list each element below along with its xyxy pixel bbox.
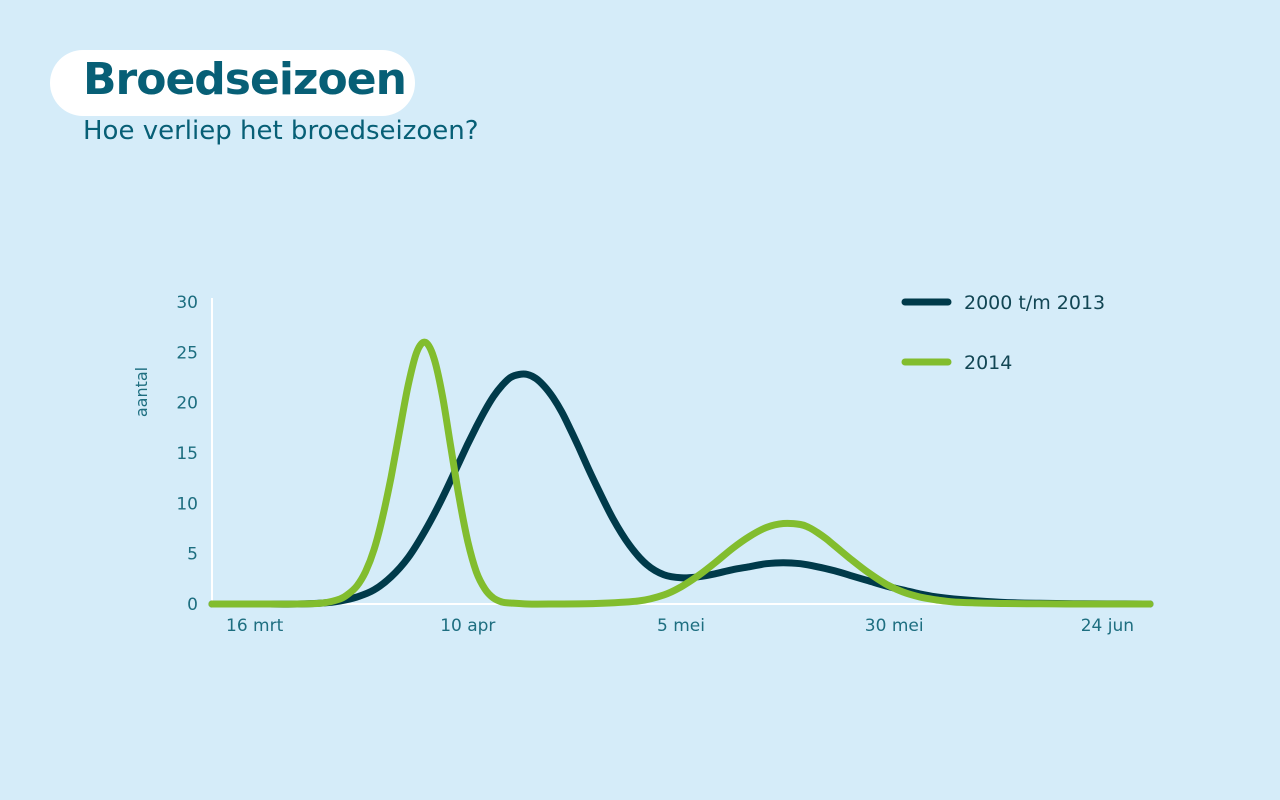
y-tick-label: 5 [187, 545, 198, 565]
y-tick-label: 30 [176, 293, 198, 313]
page-title: Broedseizoen [83, 54, 407, 105]
x-tick-label: 30 mei [865, 616, 924, 636]
y-tick-label: 0 [187, 595, 198, 615]
chart-legend: 2000 t/m 2013 2014 [901, 292, 1105, 374]
y-tick-label: 20 [176, 394, 198, 414]
legend-label: 2014 [964, 352, 1012, 374]
y-tick-label: 25 [176, 343, 198, 363]
x-tick-label: 24 jun [1081, 616, 1134, 636]
page-subtitle: Hoe verliep het broedseizoen? [83, 116, 479, 146]
y-axis-title: aantal [132, 367, 151, 417]
legend-label: 2000 t/m 2013 [964, 292, 1105, 314]
series-line-2014 [208, 338, 1154, 608]
series-line-2000-2013 [208, 370, 1154, 608]
y-tick-label: 15 [176, 444, 198, 464]
x-tick-label: 5 mei [657, 616, 705, 636]
y-tick-label: 10 [176, 494, 198, 514]
chart-series [208, 338, 1154, 608]
x-tick-label: 10 apr [440, 616, 495, 636]
title-pill: Broedseizoen [50, 50, 415, 116]
x-tick-label: 16 mrt [226, 616, 284, 636]
chart-axes: 0 5 10 15 20 25 30 aantal 16 mrt 10 apr 5 mei 30 me… [132, 293, 1150, 636]
